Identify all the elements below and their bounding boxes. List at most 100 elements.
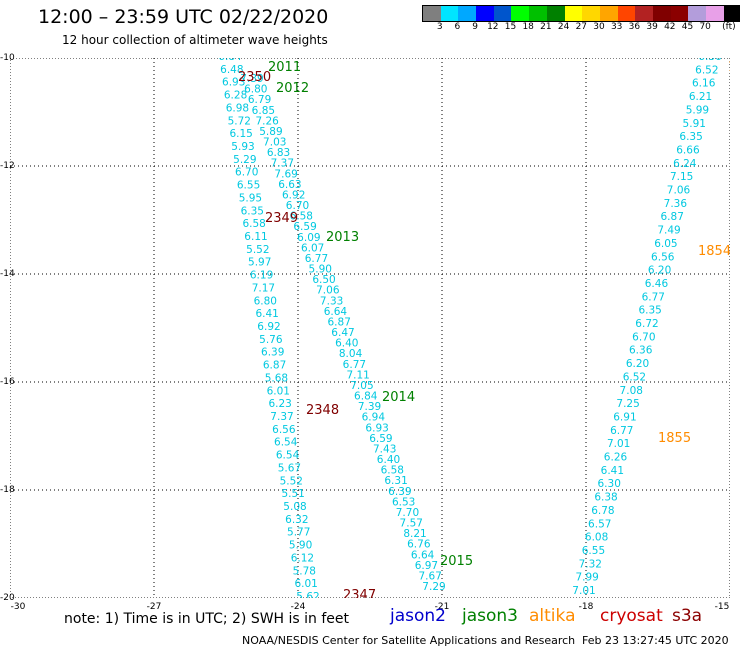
- swh-value: 6.01: [294, 578, 317, 590]
- swh-value: 6.94: [362, 412, 386, 424]
- swh-value: 7.11: [346, 369, 369, 381]
- swh-value: 6.35: [679, 131, 702, 143]
- swh-value: 8.21: [403, 528, 426, 540]
- swh-value: 6.01: [267, 385, 290, 397]
- pass-time-label: 1855: [658, 431, 691, 446]
- swh-scale-label: 45: [681, 22, 694, 32]
- swh-value: 5.72: [228, 115, 251, 127]
- swh-value: 7.49: [657, 225, 680, 237]
- swh-value: 6.30: [598, 478, 621, 490]
- swh-value: 6.52: [695, 64, 718, 76]
- swh-scale-label: 18: [522, 22, 534, 32]
- swh-value: 6.39: [261, 347, 284, 359]
- swh-value: 7.39: [358, 401, 381, 413]
- swh-scale-label: 36: [628, 22, 641, 32]
- swh-value: 6.09: [297, 232, 320, 244]
- swh-value: 7.01: [572, 585, 595, 597]
- swh-value: 6.36: [629, 345, 653, 357]
- swh-value: 6.77: [305, 253, 328, 265]
- swh-value: 6.21: [689, 91, 712, 103]
- swh-value: 7.05: [350, 380, 373, 392]
- swh-value: 6.24: [673, 158, 697, 170]
- pass-time-label: 2349: [265, 211, 298, 226]
- swh-value: 7.67: [419, 570, 442, 582]
- swh-value: 5.68: [265, 372, 288, 384]
- swh-value: 7.33: [320, 295, 343, 307]
- swh-value: 7.39: [240, 73, 263, 85]
- swh-value: 7.26: [255, 115, 279, 127]
- swh-value: 6.15: [229, 128, 252, 140]
- longitude-label: -15: [714, 602, 730, 612]
- swh-value: 7.15: [670, 171, 693, 183]
- swh-scale-label: 39: [646, 22, 658, 32]
- satellite-name: cryosat: [600, 606, 663, 626]
- altimeter-tracks: 6.846.486.936.286.985.726.155.935.296.70…: [218, 58, 722, 598]
- swh-value: 5.76: [259, 334, 283, 346]
- swh-value: 6.87: [263, 360, 286, 372]
- swh-value: 6.77: [343, 359, 366, 371]
- swh-value: 6.58: [290, 211, 313, 223]
- swh-value: 6.08: [585, 532, 608, 544]
- swh-value: 6.87: [328, 316, 351, 328]
- longitude-label: -30: [10, 602, 26, 612]
- swh-color-swatch: [635, 6, 653, 21]
- swh-color-scale: [422, 5, 740, 22]
- swh-value: 6.31: [384, 475, 407, 487]
- swh-scale-label: 12: [487, 22, 499, 32]
- footer-note: note: 1) Time is in UTC; 2) SWH is in fe…: [64, 611, 350, 627]
- longitude-label: -18: [578, 602, 594, 612]
- longitude-label: -27: [146, 602, 162, 612]
- swh-value: 6.70: [632, 331, 655, 343]
- swh-value: 6.85: [252, 105, 275, 117]
- swh-value: 6.55: [237, 180, 260, 192]
- swh-scale-label: 3: [436, 22, 443, 32]
- swh-value: 6.35: [638, 305, 661, 317]
- swh-value: 6.54: [276, 450, 300, 462]
- swh-value: 6.84: [218, 58, 242, 63]
- swh-color-swatch: [476, 6, 494, 21]
- swh-scale-label: 6: [454, 22, 461, 32]
- swh-value: 7.32: [579, 558, 602, 570]
- swh-value: 6.77: [642, 291, 665, 303]
- map-frame: [10, 58, 730, 598]
- swh-value: 6.93: [365, 422, 388, 434]
- swh-value: 6.20: [648, 265, 671, 277]
- swh-value: 6.63: [278, 179, 301, 191]
- swh-scale-label: 30: [593, 22, 605, 32]
- swh-value: 6.07: [301, 242, 324, 254]
- swh-value: 6.64: [324, 306, 348, 318]
- swh-color-swatch: [423, 6, 441, 21]
- swh-value: 5.89: [259, 126, 282, 138]
- swh-value: 7.43: [373, 443, 396, 455]
- swh-value: 5.08: [283, 501, 306, 513]
- swh-value: 6.39: [388, 486, 411, 498]
- swh-value: 7.08: [620, 385, 643, 397]
- swh-color-swatch: [688, 6, 706, 21]
- swh-value: 5.78: [293, 565, 316, 577]
- swh-value: 7.70: [396, 507, 419, 519]
- swh-value: 6.64: [411, 549, 435, 561]
- swh-value: 5.29: [233, 154, 256, 166]
- swh-value: 7.06: [667, 185, 691, 197]
- swh-value: 5.90: [289, 540, 312, 552]
- latitude-label: -16: [0, 377, 15, 387]
- swh-value: 6.58: [381, 465, 404, 477]
- swh-value: 6.23: [268, 398, 291, 410]
- swh-value: 6.58: [242, 218, 265, 230]
- swh-value: 6.56: [272, 424, 296, 436]
- swh-color-swatch: [458, 6, 477, 21]
- wave-height-map: 6.846.486.936.286.985.726.155.935.296.70…: [10, 58, 730, 598]
- swh-value: 6.40: [377, 454, 400, 466]
- swh-color-swatch: [582, 6, 600, 21]
- swh-color-swatch: [617, 6, 636, 21]
- swh-value: 6.59: [293, 221, 316, 233]
- swh-value: 6.72: [635, 318, 658, 330]
- swh-value: 6.46: [645, 278, 669, 290]
- swh-color-swatch: [493, 6, 512, 21]
- credit-line: NOAA/NESDIS Center for Satellite Applica…: [242, 634, 576, 647]
- swh-value: 5.95: [239, 192, 262, 204]
- swh-color-swatch: [706, 6, 724, 21]
- swh-color-swatch: [440, 6, 459, 21]
- swh-value: 7.37: [271, 158, 294, 170]
